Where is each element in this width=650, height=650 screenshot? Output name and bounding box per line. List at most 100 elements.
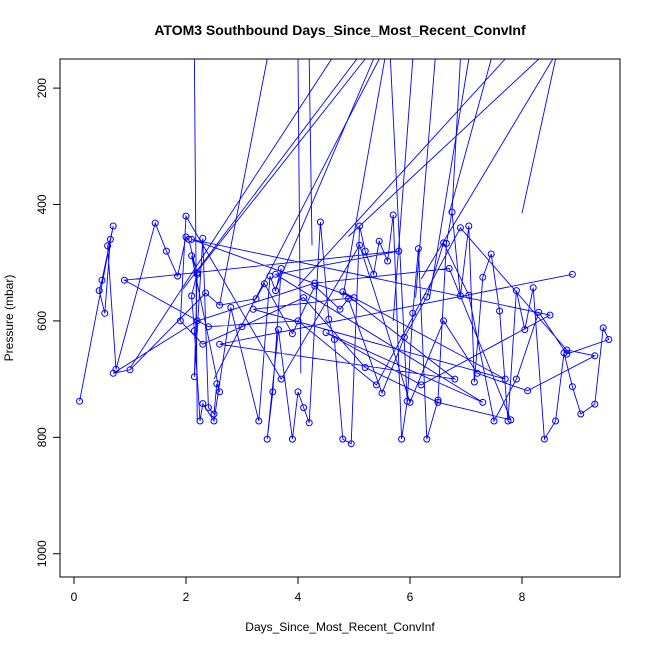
data-point (213, 380, 221, 388)
data-point (272, 287, 280, 295)
data-point (361, 247, 369, 255)
data-point (445, 265, 453, 272)
y-tick-label: 600 (35, 311, 49, 331)
data-point (190, 373, 198, 381)
chart-title: ATOM3 Southbound Days_Since_Most_Recent_… (154, 22, 526, 38)
series-segment-15 (521, 59, 557, 214)
data-point (120, 276, 128, 284)
data-point (465, 222, 473, 230)
series-segment-19 (448, 59, 492, 214)
data-point (185, 235, 193, 243)
data-point (512, 287, 520, 295)
data-point (294, 317, 302, 325)
data-point (162, 247, 170, 255)
data-point (521, 326, 529, 334)
data-point (109, 369, 117, 377)
data-point (193, 269, 201, 277)
data-point (249, 305, 257, 313)
data-point (398, 435, 406, 443)
x-tick-label: 4 (295, 590, 302, 604)
data-point (322, 329, 330, 337)
data-point (109, 222, 117, 230)
data-point (395, 247, 403, 255)
data-point (440, 317, 448, 325)
data-point (535, 308, 543, 316)
series-segment-10 (392, 59, 414, 321)
data-point (269, 388, 277, 396)
data-point (288, 435, 296, 443)
data-point (104, 242, 112, 250)
data-point (188, 292, 196, 300)
data-point (568, 270, 576, 278)
data-point (316, 218, 324, 226)
data-point (101, 309, 109, 317)
data-point (227, 304, 235, 311)
data-point (263, 435, 271, 443)
series-segment-8 (275, 59, 375, 290)
series-segment-14 (348, 59, 540, 237)
data-point (591, 400, 599, 408)
series-segment-17 (415, 59, 436, 298)
data-point (347, 440, 355, 448)
data-point (356, 241, 364, 249)
data-point (440, 239, 448, 247)
series-segment-3 (297, 59, 302, 374)
x-tick-label: 6 (407, 590, 414, 604)
data-point (311, 279, 319, 287)
data-point (442, 240, 450, 247)
data-point (490, 417, 498, 425)
data-point (300, 294, 308, 302)
data-point (434, 398, 442, 406)
y-axis-label: Pressure (mbar) (2, 275, 16, 362)
data-point (501, 375, 509, 383)
data-point (199, 234, 207, 242)
series-segment-2 (219, 59, 268, 305)
y-axis: 200 400 600 800 1000 (35, 78, 61, 567)
data-point (202, 289, 210, 297)
data-point (210, 417, 218, 425)
data-point (356, 222, 364, 230)
data-point (336, 305, 344, 313)
series-segment-4 (342, 59, 386, 298)
data-point (98, 276, 106, 284)
data-point (193, 317, 201, 325)
data-point (591, 352, 599, 360)
data-point (417, 381, 425, 389)
data-point (456, 224, 464, 232)
data-point (190, 327, 198, 335)
data-point (252, 295, 260, 303)
data-point (479, 273, 487, 281)
data-point (370, 270, 378, 278)
data-point (330, 336, 338, 343)
series-line-0 (79, 212, 610, 445)
data-point (350, 294, 358, 302)
data-point (487, 250, 495, 258)
data-point (196, 417, 204, 425)
data-point (375, 237, 383, 245)
data-point (188, 252, 196, 260)
data-point (300, 404, 308, 412)
data-point (473, 369, 481, 377)
data-point (311, 282, 319, 290)
data-point (414, 245, 422, 253)
data-point (294, 388, 302, 396)
data-point (451, 375, 459, 383)
series-segment-1 (308, 59, 313, 246)
x-tick-label: 0 (71, 590, 78, 604)
data-point (216, 301, 224, 309)
data-point (577, 410, 585, 418)
data-point (325, 315, 333, 323)
data-point (106, 235, 114, 243)
data-point (199, 340, 207, 348)
y-tick-label: 400 (35, 194, 49, 214)
data-point (372, 381, 380, 389)
data-point (434, 396, 442, 404)
data-point (496, 307, 504, 315)
data-point (176, 317, 184, 325)
data-point (529, 284, 537, 292)
data-point (151, 219, 159, 227)
data-point (524, 387, 532, 395)
data-point (599, 324, 607, 332)
data-point (605, 336, 613, 343)
data-point (563, 350, 571, 358)
